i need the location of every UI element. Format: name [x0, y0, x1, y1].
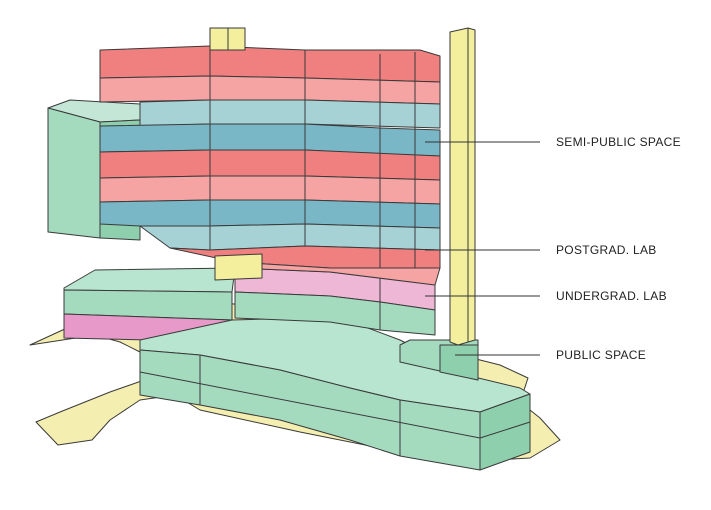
tower-floors — [99, 45, 441, 286]
undergrad-band-green — [234, 291, 436, 336]
left-podium-top — [63, 267, 236, 293]
cantilever-front — [47, 107, 101, 239]
stair-core-tall — [449, 27, 476, 346]
label-postgrad-lab: POSTGRAD. LAB — [556, 243, 657, 257]
stair-core-low — [214, 253, 263, 281]
base-side-right — [479, 393, 531, 471]
label-undergrad-lab: UNDERGRAD. LAB — [556, 289, 667, 303]
label-semi-public-space: SEMI-PUBLIC SPACE — [556, 135, 681, 149]
label-public-space: PUBLIC SPACE — [556, 348, 647, 362]
